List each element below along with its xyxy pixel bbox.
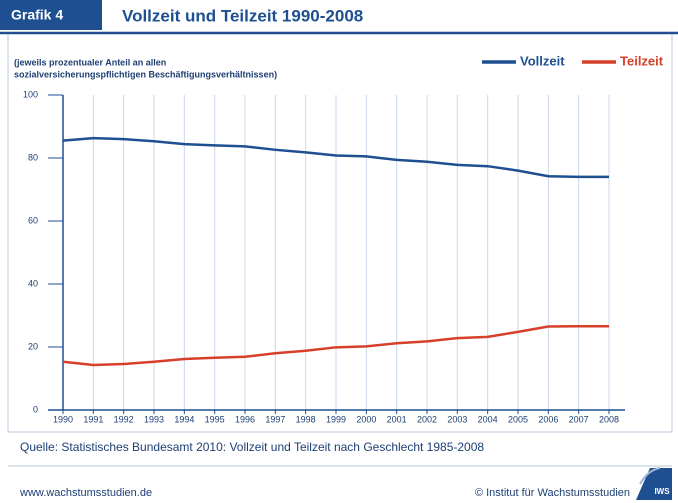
x-tick-label: 2005 [508,414,528,424]
header-box [0,0,102,30]
subtitle: (jeweils prozentualer Anteil an allen [14,57,166,67]
x-tick-label: 1992 [114,414,134,424]
legend-label: Teilzeit [620,53,664,68]
x-tick-label: 2007 [569,414,589,424]
y-tick-label: 60 [28,215,38,225]
header-label: Grafik 4 [11,7,63,23]
x-tick-label: 1991 [83,414,103,424]
logo [636,468,672,500]
y-tick-label: 100 [23,89,38,99]
x-tick-label: 2002 [417,414,437,424]
x-tick-label: 2001 [387,414,407,424]
x-tick-label: 2004 [478,414,498,424]
source: Quelle: Statistisches Bundesamt 2010: Vo… [20,440,484,454]
y-tick-label: 0 [33,404,38,414]
y-tick-label: 80 [28,152,38,162]
copyright: © Institut für Wachstumsstudien [475,487,630,499]
logo-swoosh [639,467,661,485]
legend-label: Vollzeit [520,53,565,68]
line-series [62,324,609,367]
x-tick-label: 2003 [447,414,467,424]
subtitle: sozialversicherungspflichtigen Beschäfti… [14,69,277,79]
y-tick-label: 20 [28,341,38,351]
x-tick-label: 1995 [205,414,225,424]
x-tick-label: 1999 [326,414,346,424]
x-tick-label: 1998 [296,414,316,424]
x-tick-label: 1990 [53,414,73,424]
x-tick-label: 1994 [174,414,194,424]
line-series [62,136,609,179]
x-tick-label: 2000 [356,414,376,424]
website: www.wachstumsstudien.de [19,487,152,499]
x-tick-label: 1996 [235,414,255,424]
logo-text: IWS [654,487,670,496]
y-tick-label: 40 [28,278,38,288]
x-tick-label: 2008 [599,414,619,424]
x-tick-label: 2006 [538,414,558,424]
x-tick-label: 1993 [144,414,164,424]
x-tick-label: 1997 [265,414,285,424]
chart-title: Vollzeit und Teilzeit 1990-2008 [122,6,363,25]
